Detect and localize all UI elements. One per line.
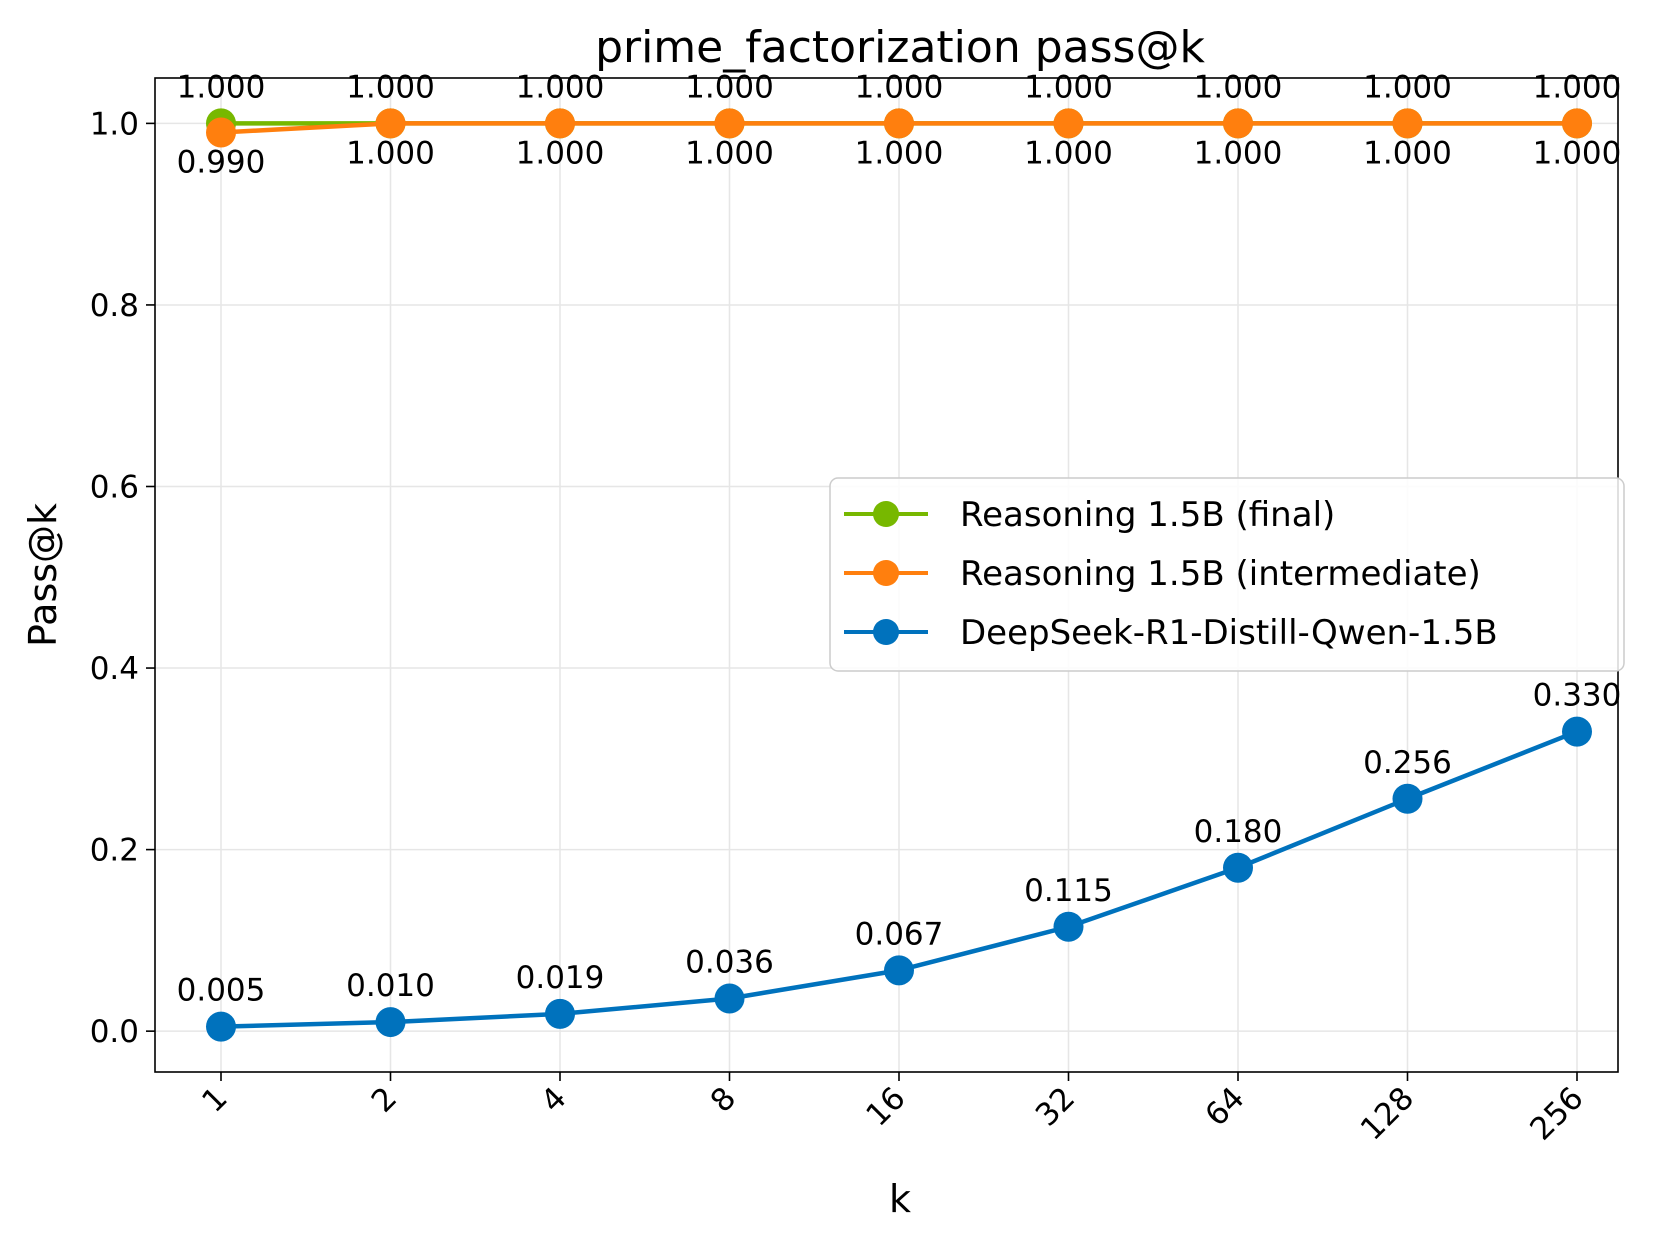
data-point-deepseek bbox=[206, 1011, 236, 1042]
data-labels: 1.000 1.000 1.000 1.000 1.000 1.000 1.000 1.000… bbox=[177, 69, 1622, 1008]
data-label-intermediate: 1.000 bbox=[855, 135, 944, 171]
y-tick-label: 1.0 bbox=[90, 106, 139, 142]
data-label-deepseek: 0.115 bbox=[1024, 873, 1113, 909]
data-point-deepseek bbox=[375, 1007, 406, 1038]
x-axis-label: k bbox=[889, 1177, 911, 1221]
legend-entry-intermediate: Reasoning 1.5B (intermediate) bbox=[844, 554, 1481, 594]
data-label-intermediate: 1.000 bbox=[346, 135, 435, 171]
legend-marker-deepseek bbox=[873, 619, 899, 645]
data-label-final: 1.000 bbox=[346, 69, 435, 105]
legend-entry-final: Reasoning 1.5B (final) bbox=[844, 495, 1335, 535]
data-point-deepseek bbox=[545, 998, 575, 1029]
data-point-intermediate bbox=[545, 108, 575, 139]
data-label-intermediate: 1.000 bbox=[516, 135, 605, 171]
data-label-final: 1.000 bbox=[1363, 69, 1452, 105]
data-label-deepseek: 0.010 bbox=[346, 968, 435, 1004]
y-tick-label: 0.8 bbox=[90, 288, 139, 324]
data-label-final: 1.000 bbox=[1533, 69, 1622, 105]
data-label-intermediate: 1.000 bbox=[1533, 135, 1622, 171]
legend-entry-deepseek: DeepSeek-R1-Distill-Qwen-1.5B bbox=[844, 613, 1498, 653]
y-tick-label: 0.0 bbox=[90, 1014, 139, 1050]
data-point-intermediate bbox=[1562, 108, 1592, 139]
data-point-intermediate bbox=[714, 108, 745, 139]
data-point-deepseek bbox=[1562, 716, 1592, 747]
y-tick-label: 0.2 bbox=[90, 833, 139, 869]
legend-label-final: Reasoning 1.5B (final) bbox=[960, 495, 1335, 535]
data-label-final: 1.000 bbox=[1194, 69, 1283, 105]
y-axis-label: Pass@k bbox=[21, 503, 65, 647]
legend-label-intermediate: Reasoning 1.5B (intermediate) bbox=[960, 554, 1481, 594]
data-label-final: 1.000 bbox=[685, 69, 774, 105]
data-label-deepseek: 0.330 bbox=[1533, 678, 1622, 714]
data-label-deepseek: 0.067 bbox=[855, 916, 944, 952]
data-point-deepseek bbox=[714, 983, 745, 1014]
data-label-deepseek: 0.036 bbox=[685, 944, 774, 980]
data-point-deepseek bbox=[1053, 911, 1084, 942]
legend-marker-intermediate bbox=[873, 560, 899, 586]
y-tick-label: 0.4 bbox=[90, 651, 139, 687]
data-point-intermediate bbox=[1053, 108, 1084, 139]
data-label-intermediate: 1.000 bbox=[1024, 135, 1113, 171]
data-label-intermediate: 1.000 bbox=[1194, 135, 1283, 171]
y-tick-label: 0.6 bbox=[90, 469, 139, 505]
y-axis-ticks: 0.0 0.2 0.4 0.6 0.8 1.0 bbox=[90, 106, 155, 1050]
series-layer bbox=[206, 108, 1592, 1042]
legend-frame bbox=[829, 477, 1625, 672]
legend: Reasoning 1.5B (final) Reasoning 1.5B (i… bbox=[829, 477, 1625, 672]
data-label-final: 1.000 bbox=[177, 69, 266, 105]
data-label-intermediate: 1.000 bbox=[685, 135, 774, 171]
data-label-final: 1.000 bbox=[855, 69, 944, 105]
legend-marker-final bbox=[873, 501, 899, 527]
data-point-deepseek bbox=[1223, 852, 1253, 883]
data-point-deepseek bbox=[884, 955, 914, 986]
data-label-final: 1.000 bbox=[1024, 69, 1113, 105]
data-point-intermediate bbox=[1223, 108, 1253, 139]
data-point-intermediate bbox=[1392, 108, 1423, 139]
data-label-deepseek: 0.005 bbox=[177, 973, 266, 1009]
data-label-deepseek: 0.019 bbox=[516, 960, 605, 996]
data-point-deepseek bbox=[1392, 783, 1423, 814]
data-label-deepseek: 0.180 bbox=[1194, 814, 1283, 850]
data-label-intermediate: 0.990 bbox=[177, 144, 266, 180]
data-label-deepseek: 0.256 bbox=[1363, 745, 1452, 781]
data-point-intermediate bbox=[206, 117, 236, 148]
data-label-intermediate: 1.000 bbox=[1363, 135, 1452, 171]
data-point-intermediate bbox=[884, 108, 914, 139]
data-point-intermediate bbox=[375, 108, 406, 139]
chart-title: prime_factorization pass@k bbox=[595, 22, 1205, 73]
legend-label-deepseek: DeepSeek-R1-Distill-Qwen-1.5B bbox=[960, 613, 1498, 653]
data-label-final: 1.000 bbox=[516, 69, 605, 105]
